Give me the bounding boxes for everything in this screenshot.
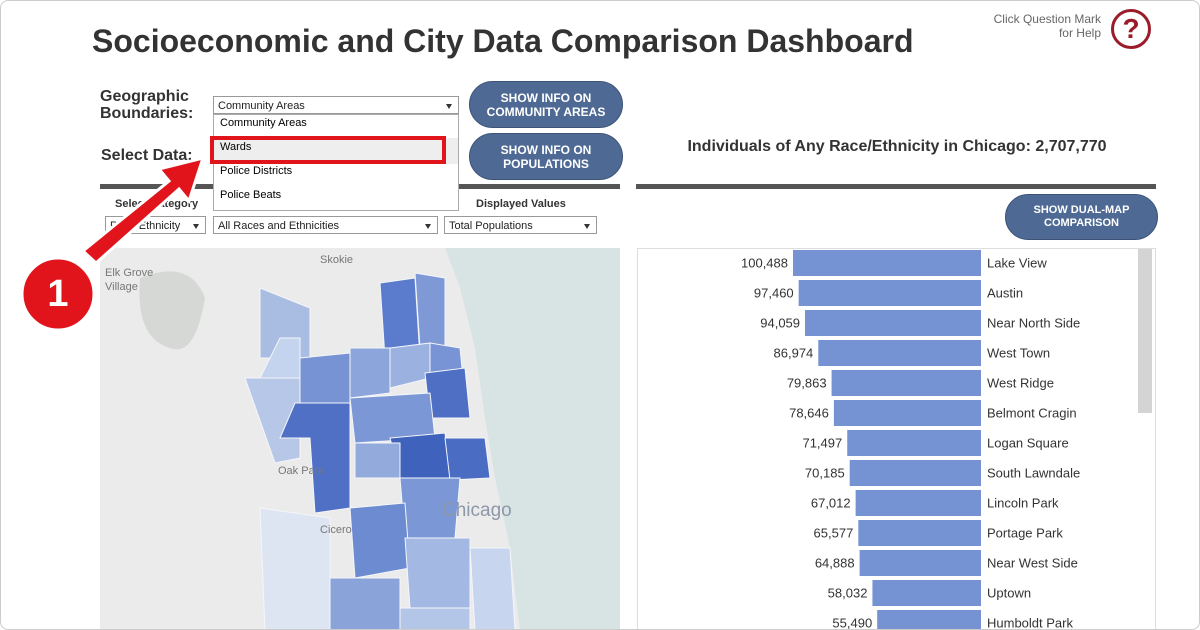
step-number: 1 [47, 273, 68, 315]
bar [798, 280, 981, 306]
map-label: Village [105, 281, 138, 293]
value-label: 78,646 [789, 405, 829, 420]
boundaries-label: Geographic Boundaries: [100, 88, 193, 122]
option[interactable]: Wards [220, 141, 252, 153]
bar [849, 460, 981, 486]
label-line: Geographic [100, 88, 189, 105]
option[interactable]: Community Areas [220, 117, 307, 129]
help-text: Click Question Mark for Help [994, 12, 1101, 40]
option[interactable]: Police Beats [220, 189, 282, 201]
category-header: Select Category [115, 198, 199, 210]
map-label: Cicero [320, 524, 352, 536]
select-data-label: Select Data: [101, 147, 193, 164]
bar [859, 550, 981, 576]
value-label: 94,059 [760, 315, 800, 330]
bar [872, 580, 981, 606]
community-areas-button[interactable]: SHOW INFO ON COMMUNITY AREAS [469, 81, 623, 128]
displayed-select[interactable]: Total Populations [444, 216, 597, 234]
value-label: 79,863 [787, 375, 827, 390]
dual-map-button[interactable]: SHOW DUAL-MAP COMPARISON [1005, 194, 1158, 240]
bar [793, 250, 981, 276]
bar [831, 370, 981, 396]
category-label: Lake View [987, 255, 1047, 270]
category-label: Austin [987, 285, 1023, 300]
button-line: SHOW INFO ON [500, 90, 592, 105]
map-areas [244, 272, 516, 629]
bar-chart: 100,488 Lake View 97,460 Austin 94,059 Near N… [741, 250, 1080, 630]
title: Socioeconomic and City Data Comparison D… [92, 23, 914, 59]
option[interactable]: Police Districts [220, 165, 293, 177]
value-label: 58,032 [828, 585, 868, 600]
category-label: Lincoln Park [987, 495, 1059, 510]
park-area [139, 271, 205, 350]
button-line: SHOW INFO ON [500, 142, 592, 157]
map-label: Oak Park [278, 465, 324, 477]
category-label: Near North Side [987, 315, 1080, 330]
value-label: 65,577 [814, 525, 854, 540]
populations-button[interactable]: SHOW INFO ON POPULATIONS [469, 133, 623, 180]
category-label: Logan Square [987, 435, 1069, 450]
bar [833, 400, 981, 426]
value-label: 64,888 [815, 555, 855, 570]
help-button[interactable]: ? [1111, 9, 1151, 49]
help-line: for Help [1058, 26, 1101, 40]
lake [445, 248, 620, 629]
bar [877, 610, 981, 629]
map-label: Chicago [442, 500, 512, 521]
displayed-header: Displayed Values [476, 198, 566, 210]
map: Elk Grove Village Skokie Oak Park Cicero… [100, 248, 620, 629]
step-badge [20, 256, 96, 332]
highlight-box [210, 136, 446, 164]
boundaries-select[interactable]: Community Areas [213, 96, 459, 114]
value-label: 97,460 [754, 285, 794, 300]
value-label: 86,974 [774, 345, 814, 360]
bar [805, 310, 981, 336]
category-label: Near West Side [987, 555, 1078, 570]
category-label: South Lawndale [987, 465, 1080, 480]
category-label: Uptown [987, 585, 1031, 600]
map-label: Skokie [320, 254, 353, 266]
bar [855, 490, 981, 516]
category-label: Humboldt Park [987, 615, 1073, 630]
category-label: Belmont Cragin [987, 405, 1077, 420]
button-line: SHOW DUAL-MAP [1033, 204, 1130, 216]
value-label: 55,490 [832, 615, 872, 630]
bar [858, 520, 981, 546]
map-label: Elk Grove [105, 267, 153, 279]
category-label: Portage Park [987, 525, 1063, 540]
value-label: 67,012 [811, 495, 851, 510]
value-label: 71,497 [802, 435, 842, 450]
scrollbar[interactable] [1138, 249, 1152, 413]
category-select[interactable]: Race/Ethnicity [105, 216, 206, 234]
chart-frame [637, 248, 1156, 629]
bar [847, 430, 981, 456]
category-label: West Ridge [987, 375, 1054, 390]
help-line: Click Question Mark [993, 12, 1101, 26]
button-line: COMMUNITY AREAS [486, 104, 606, 119]
value-label: 70,185 [805, 465, 845, 480]
button-line: COMPARISON [1044, 217, 1119, 229]
category-label: West Town [987, 345, 1050, 360]
button-line: POPULATIONS [503, 156, 589, 171]
chart-title: Individuals of Any Race/Ethnicity in Chi… [687, 138, 1107, 155]
value-label: 100,488 [741, 255, 788, 270]
race-select[interactable]: All Races and Ethnicities [213, 216, 438, 234]
bar [818, 340, 981, 366]
separator [636, 184, 1156, 189]
label-line: Boundaries: [100, 105, 194, 122]
option-highlight [214, 138, 458, 164]
